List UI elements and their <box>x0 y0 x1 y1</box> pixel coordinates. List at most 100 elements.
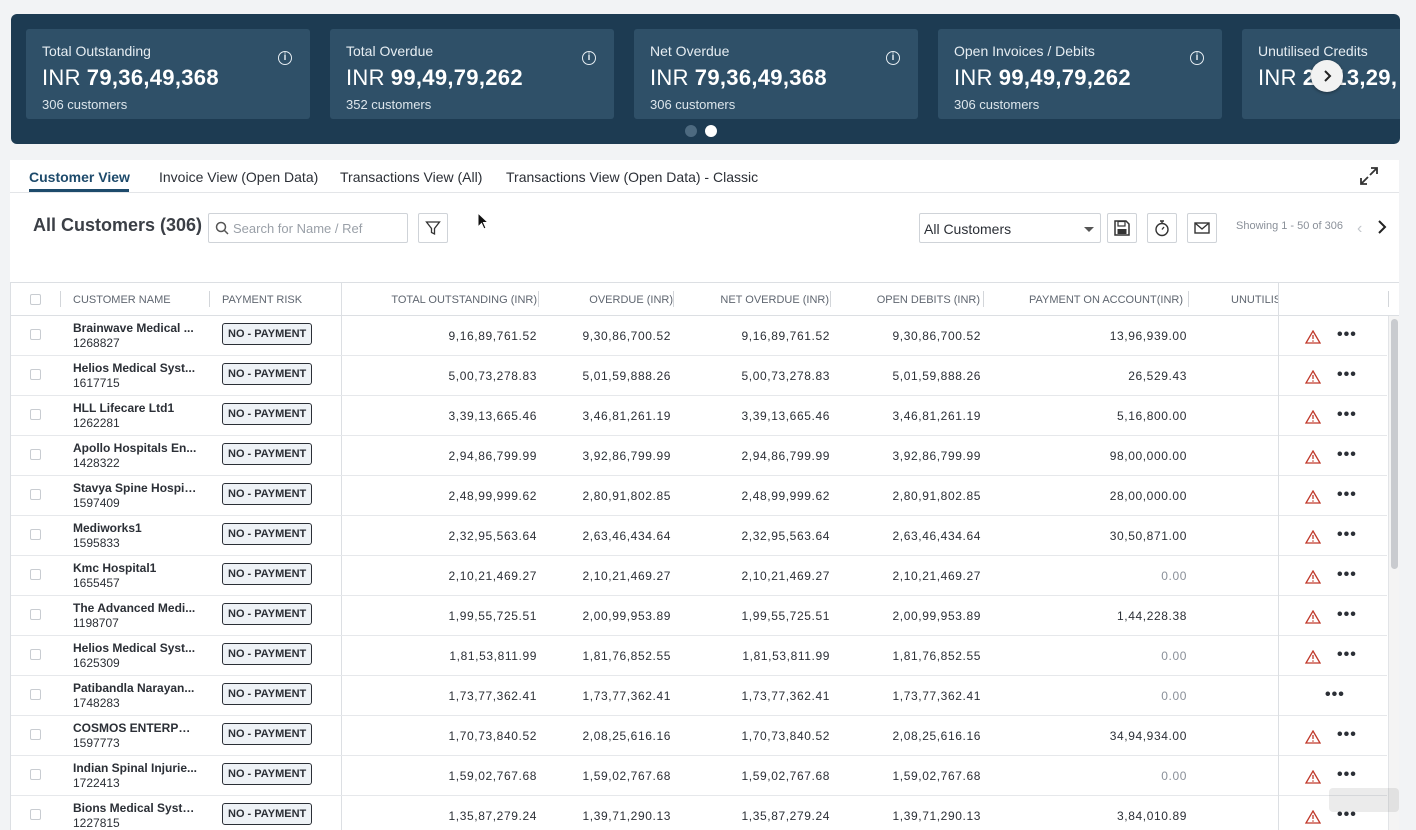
table-row[interactable]: Helios Medical Syst... 1617715 NO - PAYM… <box>11 356 1387 396</box>
customer-filter-select[interactable]: All Customers <box>919 213 1101 243</box>
table-row[interactable]: COSMOS ENTERPRI... 1597773 NO - PAYMENT 1… <box>11 716 1387 756</box>
warning-icon[interactable] <box>1304 809 1322 829</box>
carousel-dot-2[interactable] <box>705 125 717 137</box>
customer-name[interactable]: Bions Medical Syste... <box>73 801 197 815</box>
warning-icon[interactable] <box>1304 769 1322 789</box>
warning-icon[interactable] <box>1304 329 1322 349</box>
row-checkbox[interactable] <box>30 329 41 340</box>
warning-icon[interactable] <box>1304 449 1322 469</box>
scrollbar-thumb[interactable] <box>1391 319 1398 569</box>
row-checkbox[interactable] <box>30 769 41 780</box>
customer-name[interactable]: Patibandla Narayan... <box>73 681 195 695</box>
warning-icon[interactable] <box>1304 729 1322 749</box>
row-checkbox[interactable] <box>30 729 41 740</box>
row-checkbox[interactable] <box>30 409 41 420</box>
info-icon[interactable]: i <box>1190 51 1204 65</box>
warning-icon[interactable] <box>1304 529 1322 549</box>
info-icon[interactable]: i <box>582 51 596 65</box>
col-net-overdue[interactable]: Net Overdue (INR) <box>720 294 829 306</box>
table-row[interactable]: Brainwave Medical ... 1268827 NO - PAYME… <box>11 316 1387 356</box>
table-row[interactable]: Bions Medical Syste... 1227815 NO - PAYM… <box>11 796 1387 830</box>
warning-icon[interactable] <box>1304 369 1322 389</box>
search-input[interactable] <box>233 219 401 237</box>
table-row[interactable]: Helios Medical Syst... 1625309 NO - PAYM… <box>11 636 1387 676</box>
more-actions-icon[interactable]: ••• <box>1337 726 1357 743</box>
info-icon[interactable]: i <box>278 51 292 65</box>
next-page-icon[interactable] <box>1376 218 1388 241</box>
customer-name[interactable]: Stavya Spine Hospit... <box>73 481 197 495</box>
kpi-card[interactable]: Net Overdue i INR 79,36,49,368 306 custom… <box>634 29 918 119</box>
save-view-button[interactable] <box>1107 213 1137 243</box>
more-actions-icon[interactable]: ••• <box>1337 566 1357 583</box>
col-unutilised[interactable]: UNUTILIS <box>1231 294 1279 306</box>
more-actions-icon[interactable]: ••• <box>1337 486 1357 503</box>
kpi-card[interactable]: Total Outstanding i INR 79,36,49,368 306 … <box>26 29 310 119</box>
info-icon[interactable]: i <box>886 51 900 65</box>
warning-icon[interactable] <box>1304 489 1322 509</box>
more-actions-icon[interactable]: ••• <box>1337 366 1357 383</box>
kpi-card[interactable]: Total Overdue i INR 99,49,79,262 352 cust… <box>330 29 614 119</box>
col-payment-risk[interactable]: Payment Risk <box>222 294 303 306</box>
row-checkbox[interactable] <box>30 569 41 580</box>
customer-name[interactable]: Helios Medical Syst... <box>73 641 196 655</box>
row-checkbox[interactable] <box>30 449 41 460</box>
more-actions-icon[interactable]: ••• <box>1337 766 1357 783</box>
more-actions-icon[interactable]: ••• <box>1337 606 1357 623</box>
col-payment-on-account[interactable]: Payment On Account(INR) <box>1028 294 1183 306</box>
more-actions-icon[interactable]: ••• <box>1325 686 1345 703</box>
customer-name[interactable]: Apollo Hospitals En... <box>73 441 197 455</box>
row-checkbox[interactable] <box>30 489 41 500</box>
row-checkbox[interactable] <box>30 529 41 540</box>
more-actions-icon[interactable]: ••• <box>1337 406 1357 423</box>
schedule-button[interactable] <box>1147 213 1177 243</box>
col-overdue[interactable]: Overdue (INR) <box>589 294 673 306</box>
filter-button[interactable] <box>418 213 448 243</box>
table-row[interactable]: Mediworks1 1595833 NO - PAYMENT 2,32,95,5… <box>11 516 1387 556</box>
vertical-scrollbar[interactable] <box>1388 316 1399 830</box>
table-row[interactable]: Patibandla Narayan... 1748283 NO - PAYME… <box>11 676 1387 716</box>
warning-icon[interactable] <box>1304 569 1322 589</box>
previous-page-icon[interactable]: ‹ <box>1357 220 1363 237</box>
tab-transactions-classic[interactable]: Transactions View (Open Data) - Classic <box>506 169 759 185</box>
customer-name[interactable]: Indian Spinal Injurie... <box>73 761 197 775</box>
customer-name[interactable]: Brainwave Medical ... <box>73 321 194 335</box>
recording-widget[interactable] <box>1329 788 1399 812</box>
table-row[interactable]: Kmc Hospital1 1655457 NO - PAYMENT 2,10,2… <box>11 556 1387 596</box>
tab-invoice-view[interactable]: Invoice View (Open Data) <box>159 169 319 185</box>
more-actions-icon[interactable]: ••• <box>1337 446 1357 463</box>
carousel-next-button[interactable] <box>1311 60 1343 92</box>
more-actions-icon[interactable]: ••• <box>1337 646 1357 663</box>
row-checkbox[interactable] <box>30 609 41 620</box>
tab-customer-view[interactable]: Customer View <box>29 169 130 185</box>
table-row[interactable]: HLL Lifecare Ltd1 1262281 NO - PAYMENT 3,… <box>11 396 1387 436</box>
warning-icon[interactable] <box>1304 649 1322 669</box>
col-open-debits[interactable]: Open Debits (INR) <box>876 294 980 306</box>
more-actions-icon[interactable]: ••• <box>1337 806 1357 823</box>
tab-transactions-all[interactable]: Transactions View (All) <box>340 169 483 185</box>
customer-name[interactable]: Helios Medical Syst... <box>73 361 196 375</box>
row-checkbox[interactable] <box>30 649 41 660</box>
col-total-outstanding[interactable]: Total Outstanding (INR) <box>391 294 537 306</box>
customer-name[interactable]: HLL Lifecare Ltd1 <box>73 401 175 415</box>
row-checkbox[interactable] <box>30 689 41 700</box>
table-row[interactable]: Indian Spinal Injurie... 1722413 NO - PA… <box>11 756 1387 796</box>
customer-name[interactable]: COSMOS ENTERPRI... <box>73 721 197 735</box>
table-row[interactable]: The Advanced Medi... 1198707 NO - PAYMEN… <box>11 596 1387 636</box>
kpi-card[interactable]: Unutilised Credits INR 20,13,29, <box>1242 29 1400 119</box>
row-checkbox[interactable] <box>30 369 41 380</box>
customer-name[interactable]: Kmc Hospital1 <box>73 561 157 575</box>
kpi-card[interactable]: Open Invoices / Debits i INR 99,49,79,262… <box>938 29 1222 119</box>
customer-name[interactable]: Mediworks1 <box>73 521 142 535</box>
warning-icon[interactable] <box>1304 609 1322 629</box>
row-checkbox[interactable] <box>30 809 41 820</box>
table-row[interactable]: Stavya Spine Hospit... 1597409 NO - PAYM… <box>11 476 1387 516</box>
warning-icon[interactable] <box>1304 409 1322 429</box>
col-customer-name[interactable]: Customer Name <box>73 294 171 306</box>
customer-name[interactable]: The Advanced Medi... <box>73 601 196 615</box>
table-row[interactable]: Apollo Hospitals En... 1428322 NO - PAYM… <box>11 436 1387 476</box>
select-all-checkbox[interactable] <box>30 294 41 305</box>
carousel-dot-1[interactable] <box>685 125 697 137</box>
more-actions-icon[interactable]: ••• <box>1337 326 1357 343</box>
email-button[interactable] <box>1187 213 1217 243</box>
expand-icon[interactable] <box>1359 166 1379 191</box>
